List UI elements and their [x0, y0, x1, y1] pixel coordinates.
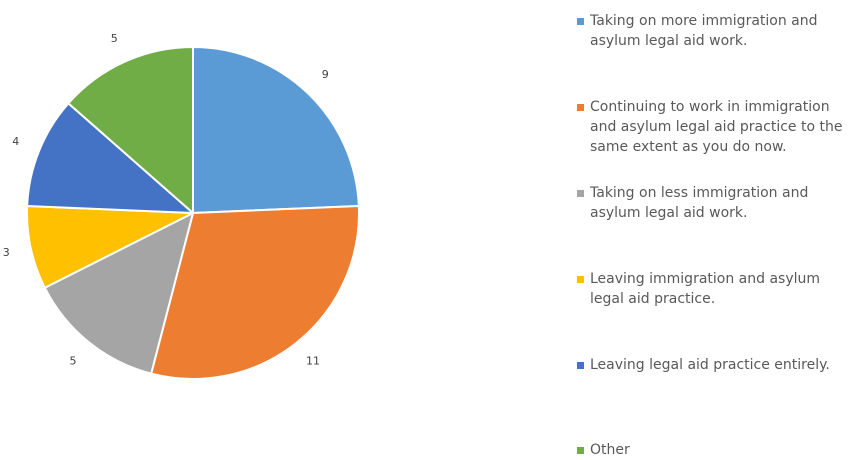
data-label-more-work: 9: [322, 68, 329, 81]
data-label-other: 5: [111, 32, 118, 45]
pie-slice-other: [67, 46, 194, 214]
pie-chart: 9 11 5 3 4 5: [3, 32, 360, 380]
data-label-same-extent: 11: [306, 355, 320, 368]
legend-item-leaving-immigration: Leaving immigration and asylum legal aid…: [577, 269, 852, 309]
legend-item-leaving-legal-aid: Leaving legal aid practice entirely.: [577, 355, 852, 375]
legend-swatch: [577, 276, 584, 283]
pie-slice-less-work: [43, 212, 194, 375]
legend-label: Taking on less immigration and asylum le…: [590, 185, 809, 221]
pie-slice-leaving-legal-aid: [26, 102, 194, 214]
legend-item-less-work: Taking on less immigration and asylum le…: [577, 183, 852, 223]
legend-label: Continuing to work in immigration and as…: [590, 99, 843, 155]
legend-label: Other: [590, 442, 630, 458]
legend-swatch: [577, 447, 584, 454]
legend-item-more-work: Taking on more immigration and asylum le…: [577, 11, 852, 51]
legend-item-other: Other: [577, 440, 852, 460]
data-label-leaving-immigration: 3: [3, 246, 10, 259]
legend-item-same-extent: Continuing to work in immigration and as…: [577, 97, 852, 157]
data-label-less-work: 5: [70, 355, 77, 368]
legend-label: Leaving immigration and asylum legal aid…: [590, 271, 821, 307]
legend-label: Taking on more immigration and asylum le…: [590, 13, 818, 49]
pie-slice-same-extent: [150, 204, 360, 380]
pie-slice-more-work: [192, 46, 360, 214]
legend-swatch: [577, 18, 584, 25]
pie-slices: [26, 46, 360, 380]
pie-data-labels: 9 11 5 3 4 5: [3, 32, 329, 368]
legend-swatch: [577, 190, 584, 197]
data-label-leaving-legal-aid: 4: [12, 135, 19, 148]
legend-label: Leaving legal aid practice entirely.: [590, 357, 830, 373]
legend-swatch: [577, 104, 584, 111]
legend-swatch: [577, 362, 584, 369]
